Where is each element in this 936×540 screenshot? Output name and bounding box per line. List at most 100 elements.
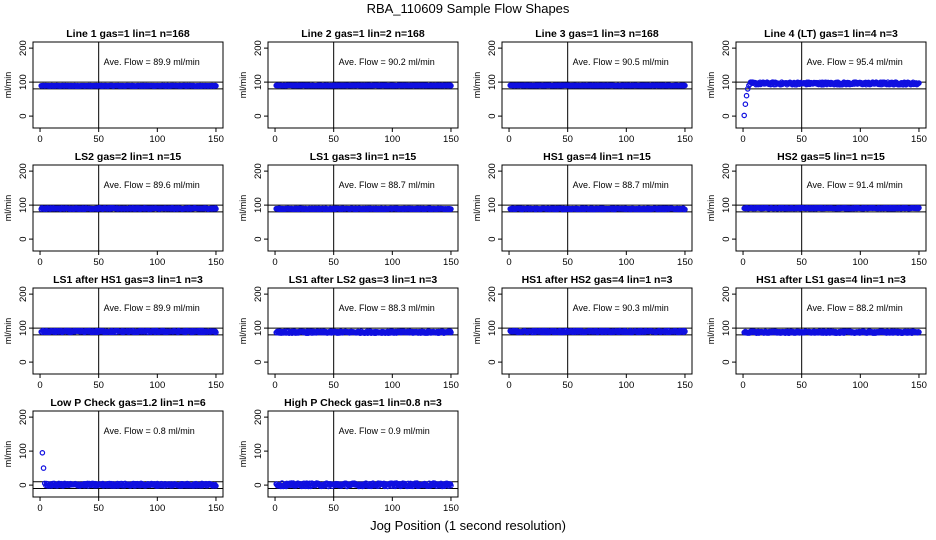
- y-tick-label: 0: [18, 236, 29, 241]
- data-point: [916, 329, 922, 335]
- panel-6: LS1 gas=3 lin=1 n=15 0 50 100 150 0 100 200 ml/m…: [238, 151, 459, 268]
- data-point: [40, 465, 47, 471]
- plot-frame: [735, 287, 927, 375]
- y-tick-label: 100: [253, 443, 264, 459]
- y-axis-label: ml/min: [238, 441, 248, 468]
- y-axis-label: ml/min: [3, 72, 13, 99]
- panel-title: LS2 gas=2 lin=1 n=15: [75, 151, 182, 163]
- x-tick-label: 100: [618, 380, 634, 391]
- x-tick-label: 50: [562, 134, 573, 145]
- panel-title: LS1 gas=3 lin=1 n=15: [310, 151, 417, 163]
- x-tick-label: 0: [740, 134, 745, 145]
- y-axis-label: ml/min: [238, 318, 248, 345]
- data-point: [213, 329, 219, 336]
- data-point: [742, 101, 749, 108]
- x-tick-label: 50: [796, 134, 807, 145]
- x-tick-label: 0: [272, 503, 277, 514]
- panel-4: Line 4 (LT) gas=1 lin=4 n=3 0 50 100 150 0 100…: [706, 28, 927, 145]
- average-flow-annotation: Ave. Flow = 89.6 ml/min: [104, 180, 200, 190]
- y-axis-label: ml/min: [3, 318, 13, 345]
- average-flow-annotation: Ave. Flow = 90.5 ml/min: [573, 57, 669, 67]
- panel-title: Line 2 gas=1 lin=2 n=168: [301, 28, 425, 40]
- x-tick-label: 150: [208, 503, 224, 514]
- y-tick-label: 200: [18, 163, 29, 179]
- y-tick-label: 100: [253, 74, 264, 90]
- plot-frame: [735, 164, 927, 252]
- data-point: [213, 483, 219, 489]
- data-point: [682, 82, 688, 89]
- y-tick-label: 200: [721, 286, 732, 302]
- average-flow-annotation: Ave. Flow = 88.7 ml/min: [573, 180, 669, 190]
- panel-title: LS1 after HS1 gas=3 lin=1 n=3: [53, 274, 203, 286]
- x-tick-label: 0: [37, 257, 42, 268]
- panel-12: HS1 after LS1 gas=4 lin=1 n=3 0 50 100 150 0 1…: [706, 274, 927, 391]
- y-tick-label: 200: [18, 40, 29, 56]
- x-tick-label: 50: [328, 503, 339, 514]
- y-tick-label: 200: [487, 286, 498, 302]
- y-tick-label: 100: [487, 74, 498, 90]
- x-tick-label: 0: [272, 257, 277, 268]
- y-tick-label: 0: [721, 236, 732, 241]
- data-points: [38, 205, 219, 212]
- x-tick-label: 100: [618, 134, 634, 145]
- x-tick-label: 50: [796, 257, 807, 268]
- panel-10: LS1 after LS2 gas=3 lin=1 n=3 0 50 100 150 0 1…: [238, 274, 459, 391]
- panel-title: HS2 gas=5 lin=1 n=15: [777, 151, 885, 163]
- panel-title: HS1 after LS1 gas=4 lin=1 n=3: [756, 274, 906, 286]
- y-tick-label: 0: [18, 113, 29, 118]
- x-tick-label: 100: [149, 503, 165, 514]
- x-tick-label: 100: [618, 257, 634, 268]
- y-tick-label: 0: [487, 359, 498, 364]
- average-flow-annotation: Ave. Flow = 0.9 ml/min: [339, 426, 430, 436]
- y-tick-label: 0: [253, 359, 264, 364]
- average-flow-annotation: Ave. Flow = 0.8 ml/min: [104, 426, 195, 436]
- y-tick-label: 200: [721, 163, 732, 179]
- y-tick-label: 0: [487, 113, 498, 118]
- y-tick-label: 0: [18, 359, 29, 364]
- y-tick-label: 0: [721, 359, 732, 364]
- x-tick-label: 100: [384, 380, 400, 391]
- data-point: [743, 92, 750, 99]
- data-points: [273, 205, 454, 213]
- x-tick-label: 0: [37, 134, 42, 145]
- panel-2: Line 2 gas=1 lin=2 n=168 0 50 100 150 0 100 200…: [238, 28, 459, 145]
- plot-frame: [32, 287, 224, 375]
- y-tick-label: 0: [487, 236, 498, 241]
- plot-frame: [267, 410, 459, 498]
- y-tick-label: 100: [487, 320, 498, 336]
- x-tick-label: 0: [740, 380, 745, 391]
- data-point: [682, 328, 688, 335]
- x-tick-label: 0: [272, 134, 277, 145]
- x-tick-label: 50: [328, 257, 339, 268]
- x-tick-label: 100: [384, 503, 400, 514]
- x-tick-label: 50: [328, 134, 339, 145]
- x-tick-label: 100: [384, 257, 400, 268]
- panel-7: HS1 gas=4 lin=1 n=15 0 50 100 150 0 100 200 ml/m…: [472, 151, 693, 268]
- panel-title: LS1 after LS2 gas=3 lin=1 n=3: [289, 274, 438, 286]
- data-points: [741, 79, 922, 119]
- average-flow-annotation: Ave. Flow = 95.4 ml/min: [807, 57, 903, 67]
- x-tick-label: 0: [506, 134, 511, 145]
- average-flow-annotation: Ave. Flow = 88.3 ml/min: [339, 303, 435, 313]
- x-tick-label: 50: [93, 380, 104, 391]
- y-axis-label: ml/min: [3, 441, 13, 468]
- data-point: [39, 450, 46, 456]
- panel-3: Line 3 gas=1 lin=3 n=168 0 50 100 150 0 100 200…: [472, 28, 693, 145]
- y-tick-label: 200: [253, 409, 264, 425]
- data-point: [916, 80, 922, 86]
- figure-title: RBA_110609 Sample Flow Shapes: [366, 1, 570, 16]
- plot-frame: [267, 41, 459, 129]
- data-points: [741, 204, 922, 212]
- y-tick-label: 200: [253, 163, 264, 179]
- data-points: [39, 450, 219, 489]
- data-point: [916, 205, 922, 211]
- y-tick-label: 100: [721, 197, 732, 213]
- data-points: [741, 328, 922, 337]
- average-flow-annotation: Ave. Flow = 89.9 ml/min: [104, 57, 200, 67]
- y-tick-label: 100: [721, 74, 732, 90]
- x-tick-label: 150: [208, 134, 224, 145]
- plot-frame: [32, 410, 224, 498]
- panel-13: Low P Check gas=1.2 lin=1 n=6 0 50 100 150 0 1…: [3, 397, 224, 514]
